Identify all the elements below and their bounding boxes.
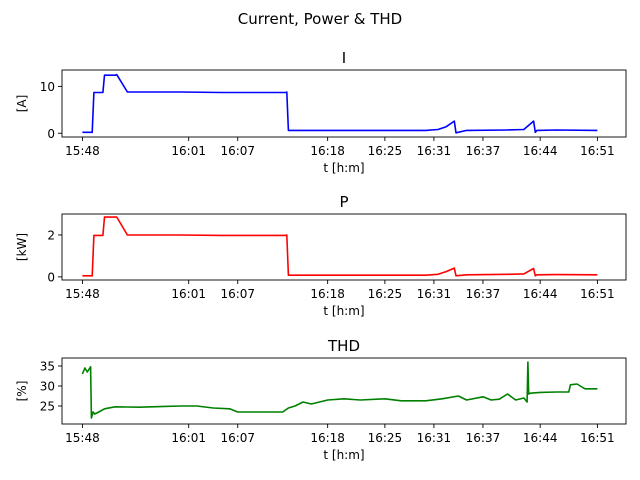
x-tick-label: 16:44: [523, 431, 558, 445]
figure-title: Current, Power & THD: [238, 10, 402, 28]
x-tick-label: 16:01: [171, 431, 206, 445]
subplot-title: P: [339, 193, 348, 211]
x-tick-label: 15:48: [65, 144, 100, 158]
y-tick-label: 2: [47, 228, 55, 242]
x-tick-label: 16:25: [368, 287, 403, 301]
subplots: 15:48 16:01 16:07 16:18 16:25 16:31 16:37 16:44…: [15, 49, 627, 462]
x-axis-label: t [h:m]: [323, 304, 364, 318]
x-tick-label: 16:31: [417, 431, 452, 445]
subplot-2: 15:48 16:01 16:07 16:18 16:25 16:31 16:37 16:44…: [15, 337, 627, 462]
x-tick-label: 15:48: [65, 431, 100, 445]
y-tick-label: 0: [47, 270, 55, 284]
axes-frame: [61, 69, 627, 138]
y-tick-label: 25: [40, 400, 55, 414]
x-tick-label: 16:07: [220, 144, 255, 158]
x-tick-label: 16:07: [220, 431, 255, 445]
y-tick-label: 10: [40, 80, 55, 94]
x-tick-label: 16:01: [171, 144, 206, 158]
series-line-1-0: [82, 216, 598, 277]
x-tick-label: 16:51: [580, 287, 615, 301]
y-tick-label: 30: [40, 380, 55, 394]
x-axis-label: t [h:m]: [323, 161, 364, 175]
x-tick-label: 16:37: [466, 287, 501, 301]
y-axis-label: [kW]: [15, 233, 29, 261]
x-tick-label: 16:25: [368, 144, 403, 158]
subplot-0: 15:48 16:01 16:07 16:18 16:25 16:31 16:37 16:44…: [15, 49, 627, 175]
y-axis-label: [A]: [15, 95, 29, 113]
x-tick-label: 16:18: [310, 431, 345, 445]
series-line-2-0: [81, 361, 598, 419]
x-tick-label: 16:25: [368, 431, 403, 445]
series-line-0-0: [82, 73, 598, 134]
x-tick-label: 16:51: [580, 431, 615, 445]
x-axis-label: t [h:m]: [323, 448, 364, 462]
x-tick-label: 16:44: [523, 144, 558, 158]
x-tick-label: 16:31: [417, 287, 452, 301]
x-tick-label: 16:01: [171, 287, 206, 301]
x-tick-label: 16:37: [466, 144, 501, 158]
x-tick-label: 16:44: [523, 287, 558, 301]
subplot-1: 15:48 16:01 16:07 16:18 16:25 16:31 16:37 16:44…: [15, 193, 627, 318]
subplot-title: THD: [327, 337, 360, 355]
x-tick-label: 16:07: [220, 287, 255, 301]
x-tick-label: 16:37: [466, 431, 501, 445]
y-tick-label: 35: [40, 360, 55, 374]
subplot-title: I: [342, 49, 346, 67]
y-axis-label: [%]: [15, 381, 29, 402]
x-tick-label: 16:18: [310, 144, 345, 158]
y-tick-label: 0: [47, 127, 55, 141]
axes-frame: [61, 213, 627, 281]
axes-frame: [61, 357, 627, 425]
x-tick-label: 15:48: [65, 287, 100, 301]
x-tick-label: 16:18: [310, 287, 345, 301]
x-tick-label: 16:51: [580, 144, 615, 158]
x-tick-label: 16:31: [417, 144, 452, 158]
